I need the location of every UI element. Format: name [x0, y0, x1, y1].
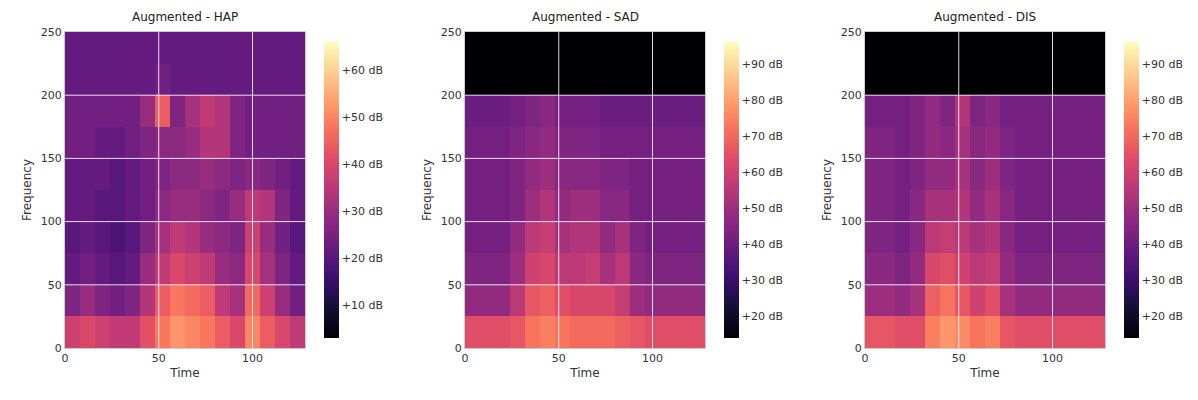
svg-text:+90 dB: +90 dB — [742, 58, 783, 71]
svg-text:200: 200 — [41, 89, 62, 102]
svg-text:+30 dB: +30 dB — [742, 274, 783, 287]
svg-text:150: 150 — [841, 152, 862, 165]
svg-text:+70 dB: +70 dB — [1142, 130, 1183, 143]
svg-text:50: 50 — [848, 279, 862, 292]
svg-text:50: 50 — [552, 352, 566, 365]
svg-text:Frequency: Frequency — [20, 159, 34, 221]
svg-text:Augmented - HAP: Augmented - HAP — [132, 10, 238, 24]
svg-text:+10 dB: +10 dB — [342, 299, 383, 312]
svg-text:+40 dB: +40 dB — [742, 238, 783, 251]
svg-text:Time: Time — [569, 366, 599, 380]
svg-text:200: 200 — [841, 89, 862, 102]
svg-text:250: 250 — [41, 26, 62, 39]
svg-text:0: 0 — [855, 342, 862, 355]
svg-text:100: 100 — [1042, 352, 1063, 365]
svg-text:100: 100 — [642, 352, 663, 365]
svg-text:150: 150 — [441, 152, 462, 165]
svg-text:+20 dB: +20 dB — [342, 252, 383, 265]
svg-text:+50 dB: +50 dB — [1142, 202, 1183, 215]
svg-text:250: 250 — [441, 26, 462, 39]
svg-text:+90 dB: +90 dB — [1142, 58, 1183, 71]
svg-text:+40 dB: +40 dB — [342, 158, 383, 171]
svg-text:+20 dB: +20 dB — [1142, 310, 1183, 323]
svg-text:Augmented - SAD: Augmented - SAD — [532, 10, 639, 24]
svg-text:0: 0 — [55, 342, 62, 355]
svg-text:+70 dB: +70 dB — [742, 130, 783, 143]
svg-text:+50 dB: +50 dB — [742, 202, 783, 215]
svg-text:200: 200 — [441, 89, 462, 102]
svg-text:50: 50 — [48, 279, 62, 292]
svg-text:250: 250 — [841, 26, 862, 39]
svg-text:50: 50 — [952, 352, 966, 365]
svg-text:0: 0 — [455, 342, 462, 355]
svg-text:50: 50 — [448, 279, 462, 292]
svg-text:50: 50 — [152, 352, 166, 365]
svg-text:+80 dB: +80 dB — [1142, 94, 1183, 107]
svg-text:0: 0 — [62, 352, 69, 365]
svg-text:Frequency: Frequency — [820, 159, 834, 221]
svg-text:+30 dB: +30 dB — [342, 205, 383, 218]
svg-text:Time: Time — [169, 366, 199, 380]
svg-text:+60 dB: +60 dB — [742, 166, 783, 179]
svg-text:+50 dB: +50 dB — [342, 111, 383, 124]
svg-text:100: 100 — [841, 215, 862, 228]
svg-text:Augmented - DIS: Augmented - DIS — [934, 10, 1036, 24]
svg-text:+40 dB: +40 dB — [1142, 238, 1183, 251]
svg-text:Frequency: Frequency — [420, 159, 434, 221]
svg-text:100: 100 — [41, 215, 62, 228]
svg-text:+30 dB: +30 dB — [1142, 274, 1183, 287]
svg-text:0: 0 — [862, 352, 869, 365]
svg-text:Time: Time — [969, 366, 999, 380]
svg-text:100: 100 — [441, 215, 462, 228]
svg-text:+20 dB: +20 dB — [742, 310, 783, 323]
svg-text:+60 dB: +60 dB — [1142, 166, 1183, 179]
svg-text:150: 150 — [41, 152, 62, 165]
svg-text:100: 100 — [242, 352, 263, 365]
svg-text:0: 0 — [462, 352, 469, 365]
svg-text:+60 dB: +60 dB — [342, 64, 383, 77]
svg-text:+80 dB: +80 dB — [742, 94, 783, 107]
